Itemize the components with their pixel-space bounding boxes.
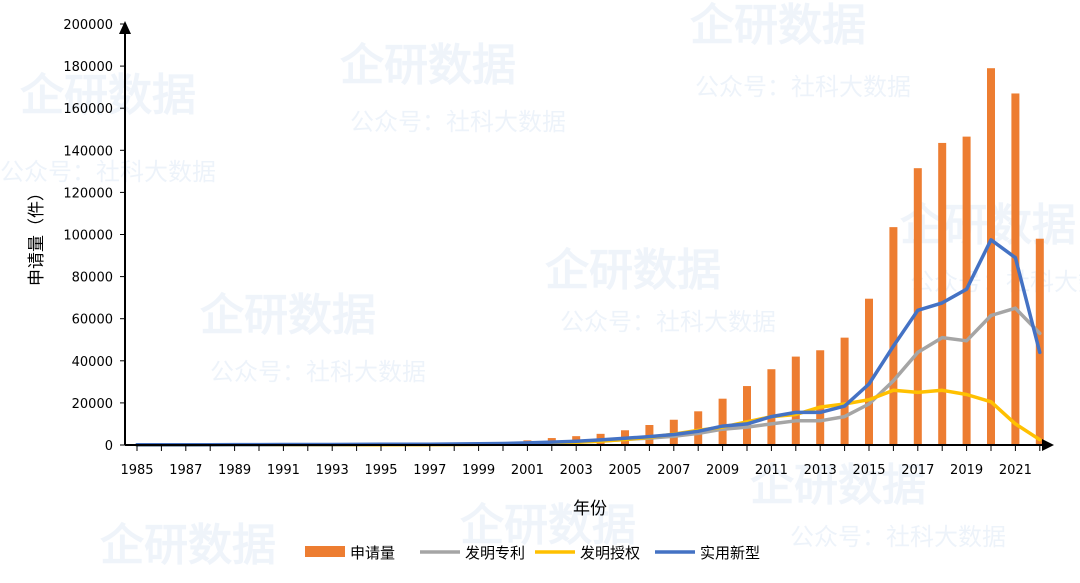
x-ticks: 1985 1987 1989 1991 1993 1995 1997 1999 2001 2003… (120, 445, 1041, 478)
y-tick-label: 100000 (63, 229, 113, 244)
line-发明授权 (135, 388, 1042, 447)
watermark-sub: 公众号：社科大数据 (0, 158, 216, 186)
x-tick-label: 2003 (560, 463, 593, 478)
y-tick-label: 180000 (63, 60, 113, 75)
y-axis-arrow (119, 21, 131, 34)
bar-2012 (791, 356, 800, 445)
bar-2015 (865, 298, 873, 445)
y-tick-label: 80000 (72, 271, 113, 286)
watermark-sub: 公众号：社科大数据 (350, 108, 566, 136)
watermark-brand: 企研数据 (100, 520, 276, 571)
y-tick-label: 200000 (63, 18, 113, 33)
x-tick-label: 2009 (706, 463, 739, 478)
bar-2020 (987, 68, 995, 445)
bar-2018 (938, 142, 947, 445)
watermark-sub: 公众号：社科大数据 (790, 523, 1006, 551)
x-tick-label: 1985 (120, 463, 153, 478)
legend-swatch (305, 546, 345, 557)
bar-2016 (889, 227, 898, 445)
legend-label: 发明专利 (465, 544, 525, 562)
bar-2021 (1011, 93, 1020, 445)
bar-2010 (743, 386, 751, 445)
bar-2017 (913, 168, 922, 445)
bar-2011 (767, 369, 776, 445)
x-tick-label: 1991 (267, 463, 300, 478)
watermark-brand: 企研数据 (690, 0, 866, 51)
x-tick-label: 2013 (804, 463, 837, 478)
x-tick-label: 2015 (852, 463, 885, 478)
legend-label: 实用新型 (700, 544, 760, 562)
x-tick-label: 2021 (999, 463, 1032, 478)
x-tick-label: 2011 (755, 463, 788, 478)
x-tick-label: 1987 (169, 463, 202, 478)
x-tick-label: 2017 (901, 463, 934, 478)
watermark-sub: 公众号：社科大数据 (560, 308, 776, 336)
x-tick-label: 1999 (462, 463, 495, 478)
watermark-brand: 企研数据 (545, 245, 721, 296)
x-tick-label: 2019 (950, 463, 983, 478)
x-axis-title: 年份 (573, 499, 607, 519)
x-tick-label: 2007 (657, 463, 690, 478)
legend-label: 发明授权 (580, 544, 640, 562)
watermark-brand: 企研数据 (460, 500, 636, 551)
watermark-layer: 企研数据企研数据企研数据企研数据企研数据企研数据企研数据企研数据企研数据公众号：… (0, 0, 1080, 571)
watermark-brand: 企研数据 (750, 460, 926, 511)
watermark-brand: 企研数据 (200, 290, 376, 341)
watermark-sub: 公众号：社科大数据 (695, 73, 911, 101)
y-tick-label: 0 (105, 439, 113, 454)
watermark-sub: 公众号：社科大数据 (210, 358, 426, 386)
legend: 申请量 发明专利 发明授权 实用新型 (305, 544, 760, 562)
x-tick-label: 1997 (413, 463, 446, 478)
bar-2022 (1035, 238, 1044, 445)
bar-2014 (840, 337, 849, 445)
y-tick-label: 40000 (72, 355, 113, 370)
x-tick-label: 2005 (608, 463, 641, 478)
bar-2013 (816, 350, 825, 445)
watermark-brand: 企研数据 (20, 70, 196, 121)
y-tick-label: 20000 (72, 397, 113, 412)
bar-2009 (718, 398, 727, 445)
y-tick-label: 140000 (63, 144, 113, 159)
x-tick-label: 1989 (218, 463, 251, 478)
legend-label: 申请量 (350, 544, 395, 562)
x-tick-label: 1995 (364, 463, 397, 478)
x-tick-label: 2001 (511, 463, 544, 478)
y-tick-label: 60000 (72, 313, 113, 328)
x-tick-label: 1993 (316, 463, 349, 478)
bar-2008 (694, 411, 703, 445)
y-ticks: 0 20000 40000 60000 80000 100000 120000 140000 1… (63, 18, 125, 454)
watermark-brand: 企研数据 (340, 40, 516, 91)
y-tick-label: 160000 (63, 102, 113, 117)
y-axis-title: 申请量（件） (27, 184, 47, 286)
y-tick-label: 120000 (63, 186, 113, 201)
x-axis-arrow (1042, 439, 1054, 451)
